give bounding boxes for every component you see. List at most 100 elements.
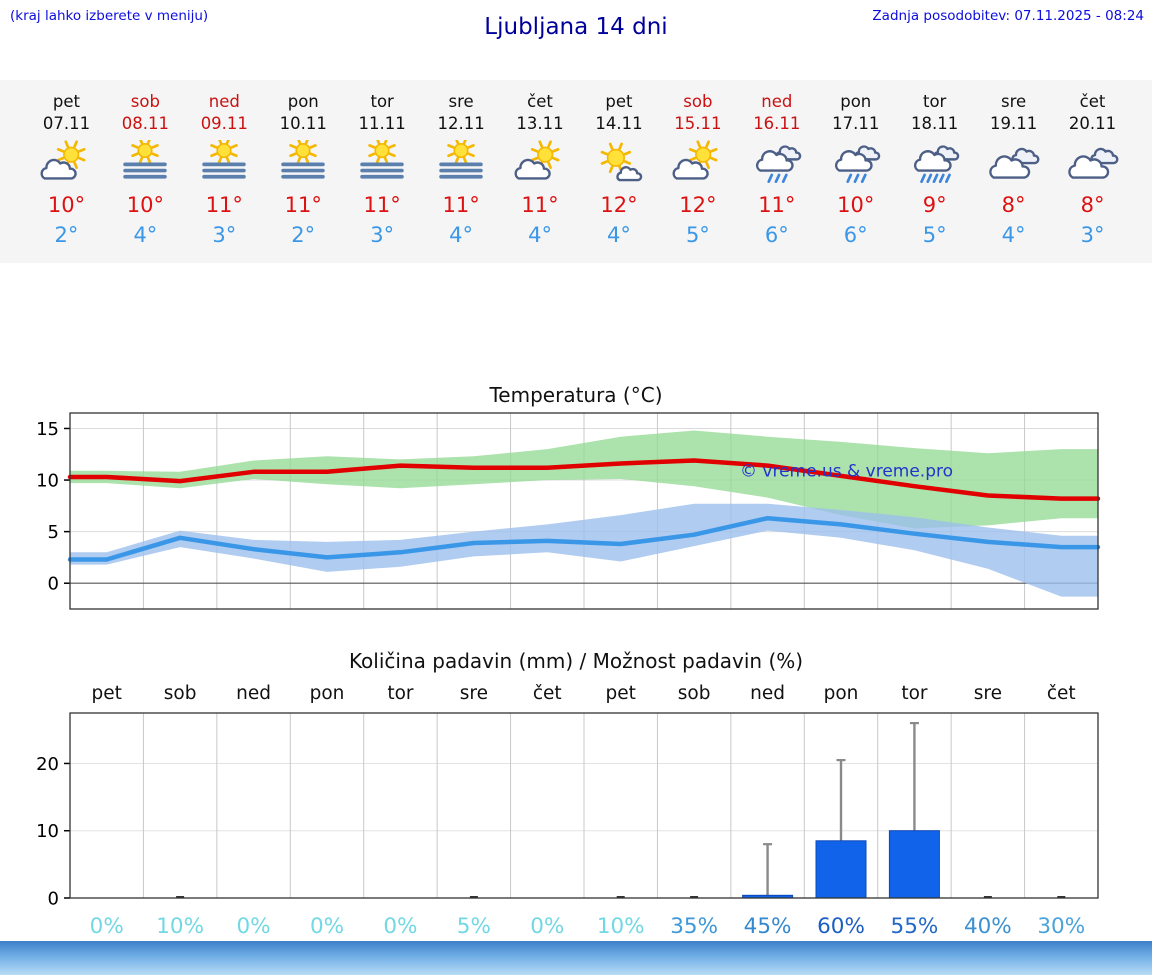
forecast-day-15.11: sob 15.11 12° 5° — [658, 92, 737, 247]
precip-probability: 30% — [1037, 914, 1086, 939]
svg-text:0: 0 — [48, 574, 59, 595]
precip-day-label: tor — [387, 683, 414, 704]
forecast-strip: pet 07.11 10° 2° sob 08.11 10° 4° ned 09.11 11° 3° p… — [0, 80, 1152, 263]
precip-bar — [815, 840, 867, 899]
precip-probability: 60% — [817, 914, 865, 939]
precip-day-label: sre — [459, 683, 488, 704]
temp-max: 11° — [521, 193, 559, 217]
sun-fog-icon — [123, 140, 168, 179]
precip-day-label: sre — [973, 683, 1002, 704]
precip-day-label: čet — [1046, 683, 1076, 704]
day-name: sre — [448, 92, 474, 111]
temp-max: 11° — [442, 193, 480, 217]
precip-day-label: tor — [901, 683, 928, 704]
precip-probability: 55% — [890, 914, 939, 939]
precip-probability: 40% — [963, 914, 1012, 939]
day-name: pon — [840, 92, 872, 111]
day-date: 13.11 — [516, 114, 564, 133]
temp-min: 6° — [843, 223, 868, 247]
temp-max: 8° — [1001, 193, 1026, 217]
day-date: 11.11 — [358, 114, 406, 133]
day-date: 18.11 — [911, 114, 959, 133]
precip-probability: 0% — [383, 914, 418, 939]
temp-max: 8° — [1080, 193, 1105, 217]
day-name: ned — [208, 92, 240, 111]
day-name: ned — [761, 92, 793, 111]
day-name: tor — [370, 92, 394, 111]
forecast-day-07.11: pet 07.11 10° 2° — [27, 92, 106, 247]
temp-max: 11° — [205, 193, 243, 217]
watermark-link[interactable]: © vreme.us & vreme.pro — [740, 461, 953, 481]
mostly-sunny-icon — [600, 142, 643, 182]
forecast-day-19.11: sre 19.11 8° 4° — [974, 92, 1053, 247]
temp-chart-title: Temperatura (°C) — [489, 383, 663, 407]
forecast-day-16.11: ned 16.11 11° 6° — [737, 92, 816, 247]
temp-min: 6° — [764, 223, 789, 247]
temp-min: 4° — [449, 223, 474, 247]
sun-fog-icon — [360, 140, 404, 179]
precip-bar — [888, 830, 940, 899]
temp-min: 5° — [922, 223, 947, 247]
temp-max: 11° — [758, 193, 796, 217]
temp-max: 10° — [126, 193, 164, 217]
partly-sunny-icon — [672, 140, 718, 180]
svg-text:10: 10 — [36, 471, 59, 492]
page-title: Ljubljana 14 dni — [484, 14, 668, 40]
forecast-day-14.11: pet 14.11 12° 4° — [580, 92, 659, 247]
precip-day-label: pet — [91, 683, 122, 704]
precip-probability: 0% — [309, 914, 345, 939]
day-date: 16.11 — [753, 114, 801, 133]
forecast-day-11.11: tor 11.11 11° 3° — [343, 92, 422, 247]
page-header: (kraj lahko izberete v meniju) Ljubljana… — [0, 0, 1152, 52]
svg-text:5: 5 — [48, 522, 59, 543]
day-date: 17.11 — [832, 114, 880, 133]
day-name: sob — [130, 92, 160, 111]
partly-sunny-icon — [514, 140, 560, 180]
precip-probability: 0% — [236, 914, 271, 939]
last-updated: Zadnja posodobitev: 07.11.2025 - 08:24 — [872, 8, 1144, 24]
sun-fog-icon — [281, 140, 325, 179]
temp-max: 9° — [922, 193, 947, 217]
cloudy-icon — [988, 147, 1039, 179]
temp-min: 4° — [1001, 223, 1026, 247]
location-note: (kraj lahko izberete v meniju) — [10, 8, 209, 24]
day-date: 08.11 — [121, 114, 169, 133]
day-name: pon — [287, 92, 319, 111]
day-date: 07.11 — [42, 114, 91, 133]
day-date: 15.11 — [674, 114, 722, 133]
sun-fog-icon — [439, 140, 483, 179]
rain-icon — [755, 145, 802, 183]
precip-probability-labels: 0% 10% 0% 0% 0% 5% 0% 10% 35% 45% 60% 55% 40% 30% — [70, 914, 1098, 939]
temp-min: 4° — [133, 223, 158, 247]
precip-chart-title: Količina padavin (mm) / Možnost padavin … — [348, 649, 804, 673]
temp-min: 4° — [607, 223, 631, 247]
forecast-day-17.11: pon 17.11 10° 6° — [816, 92, 895, 247]
svg-text:0: 0 — [48, 889, 59, 909]
day-date: 14.11 — [595, 114, 643, 133]
temp-min: 3° — [1080, 223, 1105, 247]
day-name: čet — [527, 92, 553, 111]
temp-min: 2° — [54, 223, 79, 247]
forecast-day-20.11: čet 20.11 8° 3° — [1053, 92, 1132, 247]
temp-max: 12° — [679, 193, 717, 217]
day-date: 10.11 — [279, 114, 327, 133]
temp-min: 4° — [528, 223, 552, 247]
precip-probability: 10% — [596, 914, 645, 939]
day-name: čet — [1079, 92, 1106, 111]
forecast-day-18.11: tor 18.11 9° 5° — [895, 92, 974, 247]
temperature-chart: 0 5 10 15 © vreme.us & vreme.pro — [36, 412, 1101, 610]
day-name: tor — [922, 92, 947, 111]
day-name: sre — [1001, 92, 1027, 111]
heavy-rain-icon — [913, 145, 959, 183]
temp-min: 2° — [291, 223, 316, 247]
temp-max: 11° — [363, 193, 401, 217]
precipitation-chart: 0 10 20 — [36, 712, 1099, 909]
precip-day-label: sob — [163, 683, 197, 704]
forecast-day-12.11: sre 12.11 11° 4° — [422, 92, 501, 247]
precip-probability: 45% — [743, 914, 792, 939]
partly-sunny-icon — [40, 140, 86, 180]
sun-fog-icon — [202, 140, 247, 179]
precip-probability: 10% — [156, 914, 205, 939]
temp-min: 5° — [685, 223, 710, 247]
temp-max: 10° — [47, 193, 86, 217]
